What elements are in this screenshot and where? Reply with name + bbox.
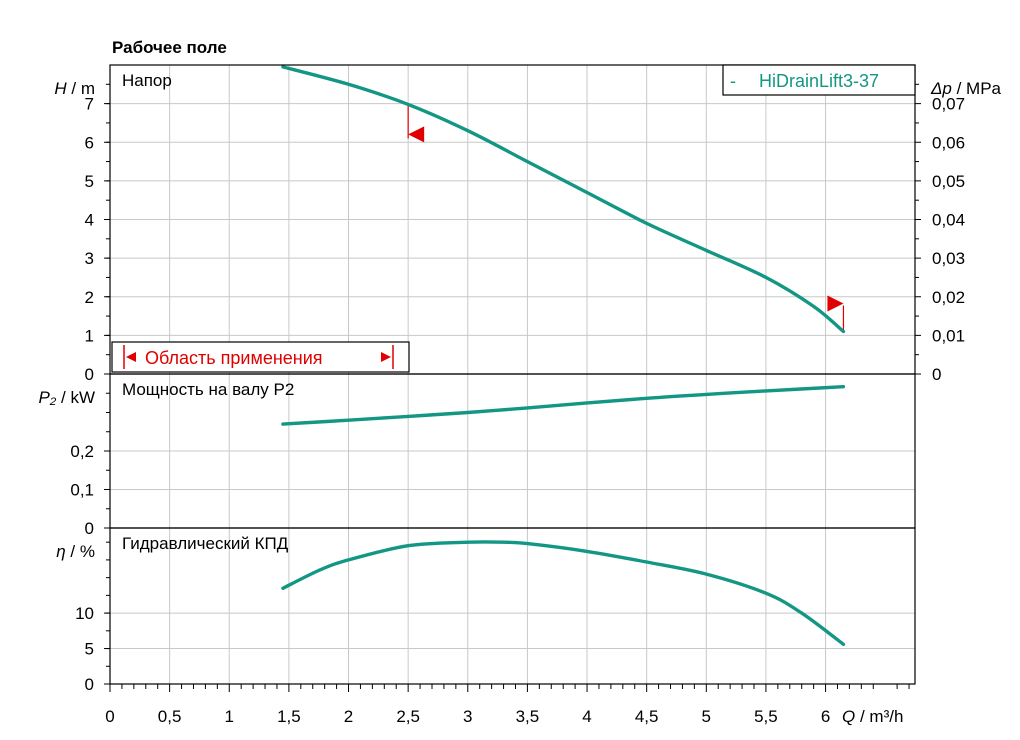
x-tick-label: 3,5 [516,707,540,726]
y-axis-label-efficiency: η / % [56,542,95,561]
range-box-left-arrow [126,352,136,362]
grid-layer [110,65,915,684]
curves-layer [281,65,846,646]
application-range-box [111,341,410,373]
right-axis-unit: / MPa [952,79,1002,98]
application-range-layer [407,104,845,332]
frame-layer: Область применения - HiDrainLift3-37 [109,64,916,685]
right-tick-label: 0,07 [932,95,965,114]
right-tick-label: 0,06 [932,133,965,152]
right-axis-label: Δp / MPa [930,79,1002,98]
x-tick-label: 0,5 [158,707,182,726]
y-tick-label: 7 [85,95,94,114]
x-tick-label: 1 [225,707,234,726]
x-tick-label: 3 [463,707,472,726]
y-axis-unit: / % [66,542,95,561]
y-axis-unit: / kW [56,388,95,407]
y-tick-label: 3 [85,249,94,268]
x-tick-label: 2,5 [396,707,420,726]
x-tick-label: 5 [702,707,711,726]
right-tick-label: 0,03 [932,249,965,268]
application-range-label: Область применения [145,348,323,368]
legend-marker: - [730,71,736,91]
y-tick-label: 10 [75,604,94,623]
x-tick-label: 4,5 [635,707,659,726]
panel-frame-efficiency [109,527,916,685]
y-tick-label: 0 [85,365,94,384]
y-tick-label: 5 [85,640,94,659]
right-axis-symbol: Δp [930,79,952,98]
series-line-head [281,65,846,334]
y-tick-label: 6 [85,133,94,152]
range-end-marker [827,295,844,312]
y-axis-symbol: P₂ [38,388,56,407]
ticks-layer [104,83,921,692]
right-tick-label: 0,05 [932,172,965,191]
chart-title: Рабочее поле [112,38,227,57]
x-axis-label: Q / m³/h [842,707,903,726]
range-start-marker [408,126,425,143]
x-axis-symbol: Q [842,707,855,726]
y-axis-label-power: P₂ / kW [38,388,95,407]
x-tick-label: 2 [344,707,353,726]
legend-box [722,64,916,96]
series-line-efficiency [281,540,846,646]
panel-label-power: Мощность на валу P2 [122,380,294,399]
range-box-right-arrow [381,352,391,362]
right-tick-label: 0,04 [932,211,965,230]
x-tick-label: 1,5 [277,707,301,726]
x-axis-unit: / m³/h [855,707,903,726]
panel-label-efficiency: Гидравлический КПД [122,534,289,553]
legend-series-name: HiDrainLift3-37 [759,71,879,91]
y-tick-label: 0,2 [70,442,94,461]
x-tick-label: 6 [821,707,830,726]
y-axis-symbol: η [56,542,65,561]
labels-layer: 0 1 2 3 4 5 6 7 Напор H / m 0 0,1 0,2 Мощность на вал… [38,71,1001,726]
x-tick-label: 4 [582,707,591,726]
y-tick-label: 0,1 [70,481,94,500]
x-tick-label: 0 [105,707,114,726]
y-tick-label: 1 [85,326,94,345]
y-tick-label: 0 [85,675,94,694]
panel-label-head: Напор [122,71,172,90]
y-tick-label: 5 [85,172,94,191]
y-tick-label: 2 [85,288,94,307]
right-tick-label: 0,02 [932,288,965,307]
series-line-power [281,385,846,426]
y-axis-symbol: H [54,79,67,98]
right-tick-label: 0 [932,365,941,384]
y-axis-label-head: H / m [54,79,95,98]
y-tick-label: 0 [85,519,94,538]
right-tick-label: 0,01 [932,326,965,345]
y-axis-unit: / m [67,79,95,98]
x-tick-label: 5,5 [754,707,778,726]
y-tick-label: 4 [85,211,94,230]
